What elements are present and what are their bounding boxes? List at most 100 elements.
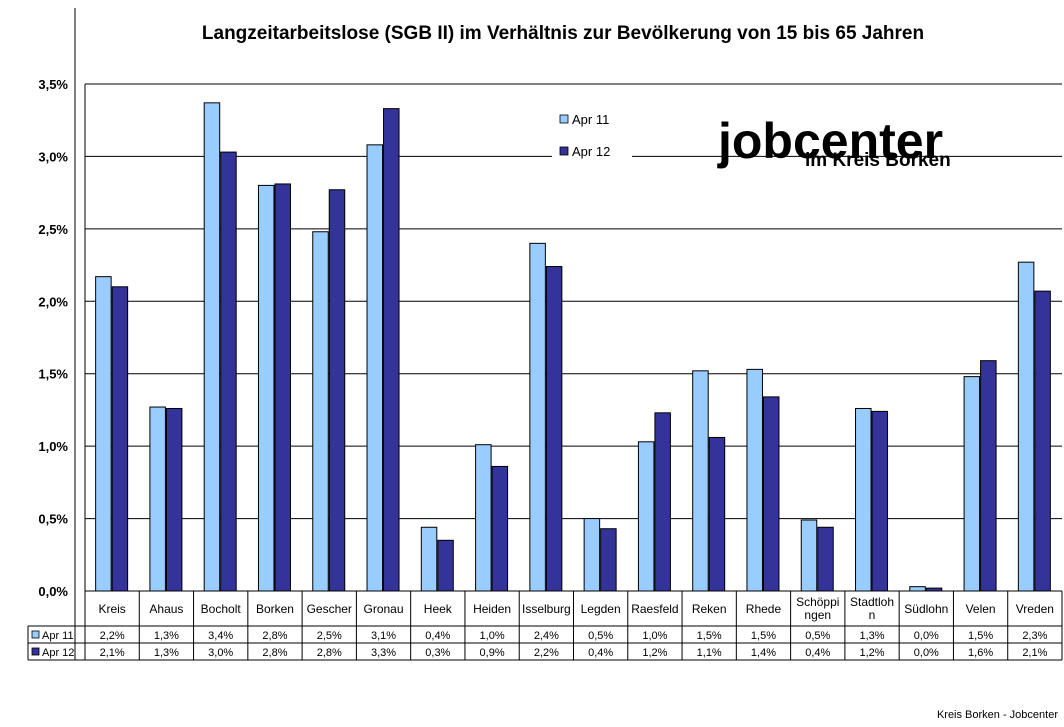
data-label: 1,0% xyxy=(480,630,505,642)
data-label: 3,4% xyxy=(208,630,233,642)
data-label: 2,1% xyxy=(100,647,125,659)
legend-swatch xyxy=(559,114,569,124)
bar-apr-11 xyxy=(909,586,926,592)
legend-swatch xyxy=(559,146,569,156)
data-label: 3,1% xyxy=(371,630,396,642)
footer-credit: Kreis Borken - Jobcenter xyxy=(936,709,1058,721)
bar-apr-12 xyxy=(491,465,509,592)
data-label: 1,2% xyxy=(642,647,667,659)
bar-apr-11 xyxy=(366,144,384,592)
bar-apr-11 xyxy=(746,368,763,592)
legend-label: Apr 12 xyxy=(572,144,610,159)
data-label: 1,3% xyxy=(154,647,179,659)
bar-apr-12 xyxy=(220,151,237,592)
data-label: 2,8% xyxy=(262,647,287,659)
bar-apr-11 xyxy=(583,518,601,592)
bar-apr-11 xyxy=(692,370,709,592)
category-label: n xyxy=(869,608,876,622)
bar-apr-12 xyxy=(817,526,834,592)
bar-apr-12 xyxy=(545,266,563,592)
bar-apr-11 xyxy=(475,444,492,592)
category-label: Isselburg xyxy=(522,602,571,616)
y-tick-label: 1,0% xyxy=(38,439,68,454)
data-label: 0,5% xyxy=(588,630,613,642)
bar-apr-11 xyxy=(800,519,818,592)
bar-apr-11 xyxy=(1017,261,1035,592)
category-label: Ahaus xyxy=(149,602,183,616)
bar-apr-12 xyxy=(328,189,346,592)
data-label: 0,4% xyxy=(588,647,613,659)
data-label: 2,3% xyxy=(1022,630,1047,642)
y-tick-label: 3,0% xyxy=(38,149,68,164)
bar-apr-12 xyxy=(925,587,943,592)
y-tick-label: 3,5% xyxy=(38,77,68,92)
bar-apr-12 xyxy=(600,528,617,592)
jobcenter-logo: jobcenter im Kreis Borken xyxy=(717,113,951,171)
category-label: Bocholt xyxy=(201,602,242,616)
bar-apr-11 xyxy=(312,231,329,592)
data-label: 0,0% xyxy=(914,647,939,659)
bar-apr-12 xyxy=(762,396,780,592)
category-label: Raesfeld xyxy=(631,602,678,616)
y-tick-label: 0,5% xyxy=(38,512,68,527)
bar-apr-11 xyxy=(420,526,438,592)
category-label: Heek xyxy=(424,602,453,616)
data-label: 0,3% xyxy=(425,647,450,659)
bar-apr-12 xyxy=(708,436,726,592)
bar-apr-11 xyxy=(257,184,275,592)
bar-apr-12 xyxy=(165,407,183,592)
logo-main-text: jobcenter xyxy=(717,113,943,169)
category-label: Gronau xyxy=(364,602,404,616)
bar-apr-11 xyxy=(637,441,655,592)
data-label: 1,1% xyxy=(697,647,722,659)
bar-apr-11 xyxy=(963,376,981,592)
data-label: 1,2% xyxy=(859,647,884,659)
data-label: 1,3% xyxy=(154,630,179,642)
data-label: 1,5% xyxy=(751,630,776,642)
data-label: 2,4% xyxy=(534,630,559,642)
data-label: 2,8% xyxy=(317,647,342,659)
bar-apr-11 xyxy=(149,406,166,592)
bar-apr-12 xyxy=(437,539,454,592)
logo-sub-text: im Kreis Borken xyxy=(805,150,951,171)
data-label: 3,3% xyxy=(371,647,396,659)
data-label: 1,3% xyxy=(859,630,884,642)
category-label: Legden xyxy=(581,602,621,616)
bar-apr-12 xyxy=(383,108,400,592)
data-label: 2,1% xyxy=(1022,647,1047,659)
data-label: 0,4% xyxy=(805,647,830,659)
category-label: Stadtloh xyxy=(850,595,894,609)
data-label: 1,0% xyxy=(642,630,667,642)
bar-apr-11 xyxy=(855,407,872,592)
bar-apr-12 xyxy=(274,183,291,592)
bar-apr-12 xyxy=(980,360,997,592)
data-label: 2,2% xyxy=(534,647,559,659)
data-label: 0,0% xyxy=(914,630,939,642)
chart-title: Langzeitarbeitslose (SGB II) im Verhältn… xyxy=(202,23,924,44)
category-label: Heiden xyxy=(473,602,511,616)
bar-apr-11 xyxy=(529,242,546,592)
category-label: Schöppi xyxy=(796,595,839,609)
data-label: 2,5% xyxy=(317,630,342,642)
bar-apr-11 xyxy=(95,276,112,592)
data-label: 1,4% xyxy=(751,647,776,659)
category-label: Gescher xyxy=(307,602,352,616)
y-tick-label: 0,0% xyxy=(38,584,68,599)
category-label: Südlohn xyxy=(904,602,948,616)
data-label: 1,5% xyxy=(697,630,722,642)
category-label: Borken xyxy=(256,602,294,616)
y-tick-label: 2,0% xyxy=(38,294,68,309)
table-series-name: Apr 12 xyxy=(42,647,74,659)
bar-apr-12 xyxy=(654,412,671,592)
legend-label: Apr 11 xyxy=(572,112,609,127)
data-label: 0,4% xyxy=(425,630,450,642)
data-label: 2,8% xyxy=(262,630,287,642)
table-legend-key xyxy=(31,647,40,656)
category-label: Reken xyxy=(692,602,727,616)
category-label: ngen xyxy=(804,608,831,622)
table-series-name: Apr 11 xyxy=(42,630,74,642)
data-label: 1,5% xyxy=(968,630,993,642)
y-tick-label: 2,5% xyxy=(38,222,68,237)
data-label: 1,6% xyxy=(968,647,993,659)
